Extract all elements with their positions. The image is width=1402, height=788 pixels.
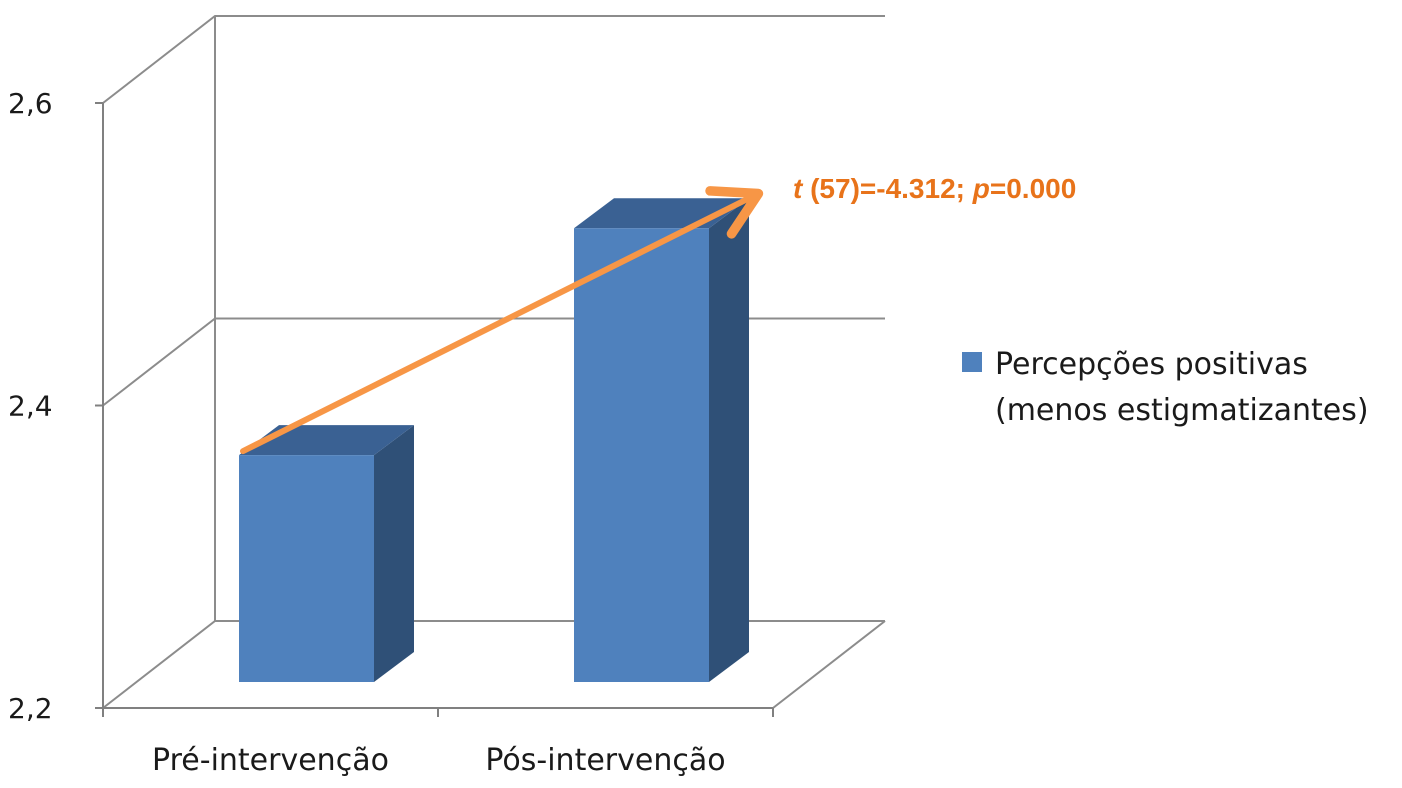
grid	[102, 15, 886, 709]
x-category-label: Pós-intervenção	[485, 743, 725, 778]
arrow-line	[240, 186, 764, 455]
gridline	[102, 620, 885, 709]
legend: Percepções positivas (menos estigmatizan…	[962, 347, 1369, 428]
x-category-label: Pré-intervenção	[152, 743, 389, 778]
bar-1	[239, 425, 414, 682]
annotation-p-symbol: p	[972, 173, 990, 204]
y-tick-label: 2,6	[8, 87, 53, 120]
annotation-t-value: (57)=-4.312;	[802, 173, 972, 204]
annotation-t-symbol: t	[793, 173, 804, 204]
annotation-text: t (57)=-4.312; p=0.000	[793, 173, 1076, 204]
y-tick-label: 2,4	[8, 390, 53, 423]
gridline	[102, 317, 885, 407]
axes	[95, 102, 774, 717]
gridline	[102, 15, 885, 104]
annotation-p-value: =0.000	[990, 173, 1076, 204]
bar-side	[709, 198, 749, 682]
legend-label-line-1: Percepções positivas	[995, 347, 1308, 382]
y-tick-label: 2,2	[8, 692, 53, 725]
legend-label-line-2: (menos estigmatizantes)	[995, 393, 1369, 428]
legend-swatch	[962, 352, 982, 372]
bar-front	[574, 228, 709, 682]
trend-arrow	[240, 186, 764, 455]
bar-front	[239, 455, 374, 682]
bars	[239, 198, 749, 682]
floor-edge	[772, 620, 886, 709]
bar-side	[374, 425, 414, 682]
axis-labels: 2,2 2,4 2,6 Pré-intervenção Pós-intervenção	[8, 87, 726, 778]
